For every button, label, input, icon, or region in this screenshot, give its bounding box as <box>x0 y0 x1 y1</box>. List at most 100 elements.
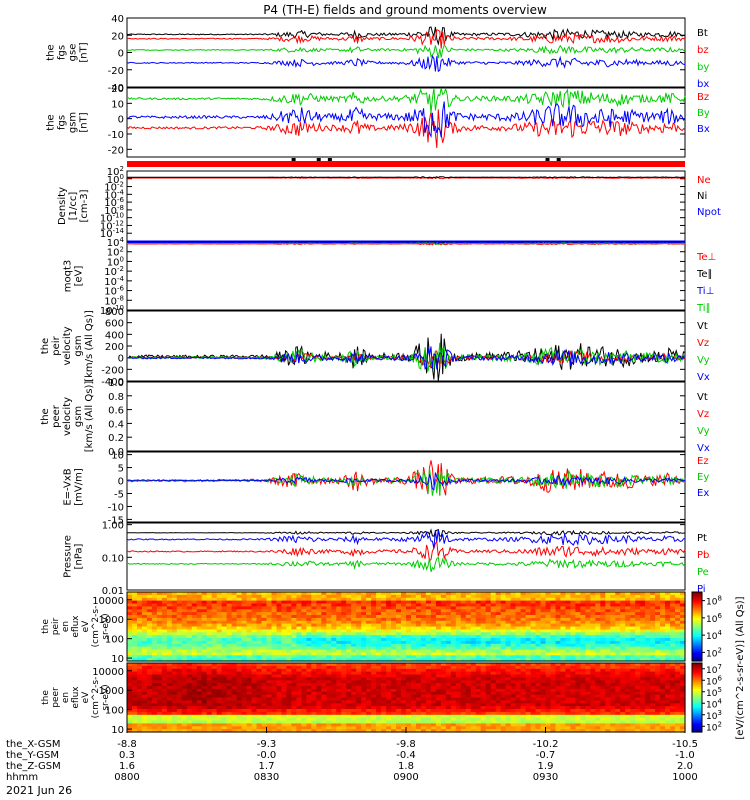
spectrogram-cell <box>510 594 517 599</box>
spectrogram-cell <box>191 703 198 707</box>
spectrogram-cell <box>226 703 233 707</box>
spectrogram-cell <box>465 717 472 722</box>
spectrogram-cell <box>460 663 467 667</box>
spectrogram-cell <box>331 623 337 628</box>
spectrogram-cell <box>406 671 412 676</box>
spectrogram-cell <box>570 629 576 633</box>
panel-frame <box>126 381 686 452</box>
spectrogram-cell <box>286 623 292 628</box>
spectrogram-cell <box>575 606 581 610</box>
spectrogram-cell <box>570 592 576 596</box>
spectrogram-cell <box>500 691 507 696</box>
spectrogram-cell <box>141 597 148 602</box>
spectrogram-cell <box>420 603 427 607</box>
spectrogram-cell <box>371 665 377 670</box>
spectrogram-cell <box>435 658 442 662</box>
spectrogram-cell <box>450 617 457 622</box>
spectrogram-cell <box>326 606 332 610</box>
spectrogram-cell <box>256 623 263 628</box>
spectrogram-cell <box>127 717 133 722</box>
spectrogram-cell <box>475 706 482 710</box>
spectrogram-cell <box>191 620 198 625</box>
spectrogram-cell <box>156 594 163 599</box>
spectrogram-cell <box>251 626 258 630</box>
spectrogram-cell <box>276 603 283 607</box>
spectrogram-cell <box>151 626 158 630</box>
spectrogram-cell <box>301 674 307 678</box>
spectrogram-cell <box>341 703 347 707</box>
spectrogram-cell <box>520 694 527 699</box>
spectrogram-cell <box>176 677 183 681</box>
spectrogram-cell <box>132 597 138 602</box>
spectrogram-cell <box>480 668 487 673</box>
spectrogram-cell <box>515 723 522 727</box>
spectrogram-cell <box>171 729 178 733</box>
spectrogram-cell <box>341 620 347 625</box>
spectrogram-cell <box>435 597 442 602</box>
spectrogram-cell <box>376 729 382 733</box>
spectrogram-cell <box>615 629 621 633</box>
spectrogram-cell <box>376 635 382 639</box>
spectrogram-cell <box>251 643 258 648</box>
spectrogram-cell <box>600 612 606 616</box>
spectrogram-cell <box>336 606 342 610</box>
spectrogram-cell <box>595 640 601 645</box>
spectrogram-cell <box>251 617 258 622</box>
spectrogram-cell <box>381 711 387 716</box>
spectrogram-cell <box>281 623 287 628</box>
spectrogram-cell <box>480 617 487 622</box>
spectrogram-cell <box>435 615 442 619</box>
spectrogram-cell <box>381 615 387 619</box>
spectrogram-cell <box>425 726 432 730</box>
spectrogram-cell <box>520 723 527 727</box>
spectrogram-cell <box>132 680 138 684</box>
spectrogram-cell <box>366 603 372 607</box>
spectrogram-cell <box>645 658 651 662</box>
spectrogram-cell <box>156 677 163 681</box>
spectrogram-cell <box>495 729 502 733</box>
spectrogram-cell <box>416 729 422 733</box>
spectrogram-cell <box>680 594 686 599</box>
spectrogram-cell <box>326 617 332 622</box>
spectrogram-cell <box>226 720 233 724</box>
spectrogram-cell <box>615 626 621 630</box>
spectrogram-cell <box>391 706 397 710</box>
spectrogram-cell <box>241 629 248 633</box>
spectrogram-cell <box>525 726 532 730</box>
spectrogram-cell <box>201 709 208 713</box>
spectrogram-cell <box>590 615 596 619</box>
spectrogram-cell <box>585 649 591 653</box>
spectrogram-cell <box>176 626 183 630</box>
spectrogram-cell <box>311 703 317 707</box>
y-axis-label: E=-VxB <box>63 468 74 505</box>
spectrogram-cell <box>281 700 287 704</box>
spectrogram-cell <box>625 652 631 656</box>
spectrogram-cell <box>341 597 347 602</box>
spectrogram-cell <box>515 649 522 653</box>
spectrogram-cell <box>206 606 213 610</box>
spectrogram-cell <box>510 609 517 613</box>
spectrogram-cell <box>296 629 302 633</box>
spectrogram-cell <box>480 646 487 651</box>
spectrogram-cell <box>341 594 347 599</box>
spectrogram-cell <box>590 649 596 653</box>
spectrogram-cell <box>565 594 571 599</box>
spectrogram-cell <box>490 603 497 607</box>
spectrogram-cell <box>137 706 143 710</box>
spectrogram-cell <box>401 674 407 678</box>
spectrogram-cell <box>420 652 427 656</box>
spectrogram-cell <box>495 714 502 719</box>
spectrogram-cell <box>570 594 576 599</box>
spectrogram-cell <box>445 706 452 710</box>
spectrogram-cell <box>146 646 153 651</box>
spectrogram-cell <box>610 646 616 651</box>
spectrogram-cell <box>201 617 208 622</box>
spectrogram-cell <box>286 640 292 645</box>
spectrogram-cell <box>281 706 287 710</box>
spectrogram-cell <box>271 638 278 642</box>
spectrogram-cell <box>127 709 133 713</box>
spectrogram-cell <box>660 617 666 622</box>
spectrogram-cell <box>605 615 611 619</box>
spectrogram-cell <box>316 688 322 693</box>
